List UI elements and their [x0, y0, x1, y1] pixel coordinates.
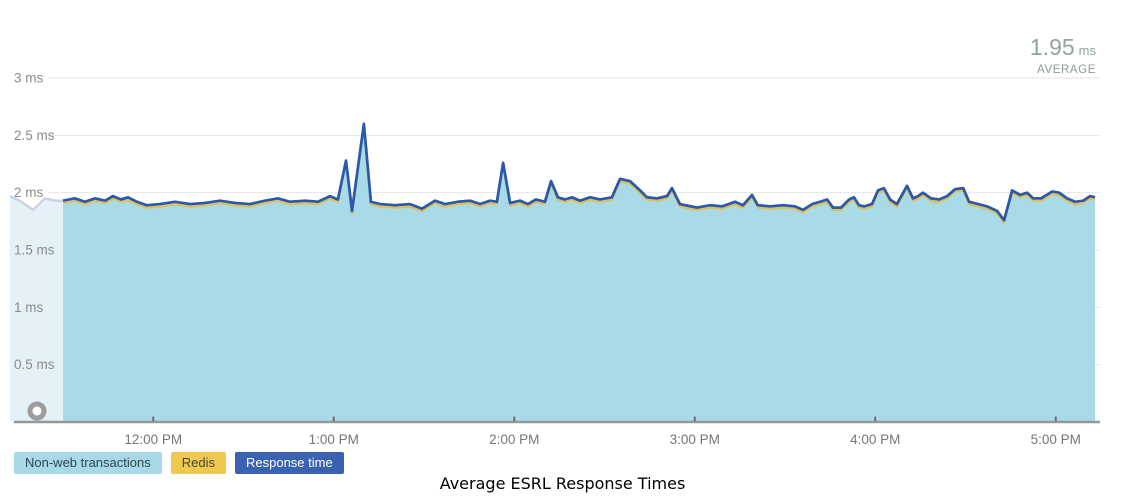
chart-title: Average ESRL Response Times	[439, 474, 686, 493]
average-summary: 1.95 ms AVERAGE	[1030, 34, 1096, 76]
average-value: 1.95	[1029, 34, 1075, 60]
response-time-line[interactable]	[62, 122, 1096, 222]
legend-badge-redis[interactable]: Redis	[170, 452, 226, 474]
x-axis-label: 5:00 PM	[1031, 432, 1081, 447]
x-axis-label: 1:00 PM	[309, 432, 359, 447]
y-axis-label: 2 ms	[14, 185, 44, 200]
legend-badge-non-web-transactions[interactable]: Non-web transactions	[14, 452, 162, 474]
legend-badge-response-time[interactable]: Response time	[234, 452, 344, 474]
y-axis-label: 2.5 ms	[14, 128, 55, 143]
previous-window-line	[9, 194, 63, 212]
redis-line[interactable]	[62, 125, 1096, 224]
x-axis-label: 4:00 PM	[850, 432, 900, 447]
y-axis-label: 1 ms	[14, 300, 44, 315]
time-scrubber-handle[interactable]	[27, 401, 47, 421]
x-axis-label: 12:00 PM	[124, 432, 182, 447]
x-axis-label: 2:00 PM	[489, 432, 539, 447]
previous-window-area	[9, 196, 63, 422]
y-axis-label: 0.5 ms	[14, 357, 55, 372]
x-axis-label: 3:00 PM	[670, 432, 720, 447]
average-unit: ms	[1078, 43, 1096, 58]
y-axis-label: 1.5 ms	[14, 243, 55, 258]
y-axis-label: 3 ms	[14, 71, 44, 86]
non-web-transactions-area[interactable]	[63, 126, 1096, 422]
average-value-line: 1.95 ms	[1030, 34, 1096, 61]
chart-legend: Non-web transactions Redis Response time	[14, 452, 344, 474]
average-caption: AVERAGE	[1037, 64, 1096, 76]
